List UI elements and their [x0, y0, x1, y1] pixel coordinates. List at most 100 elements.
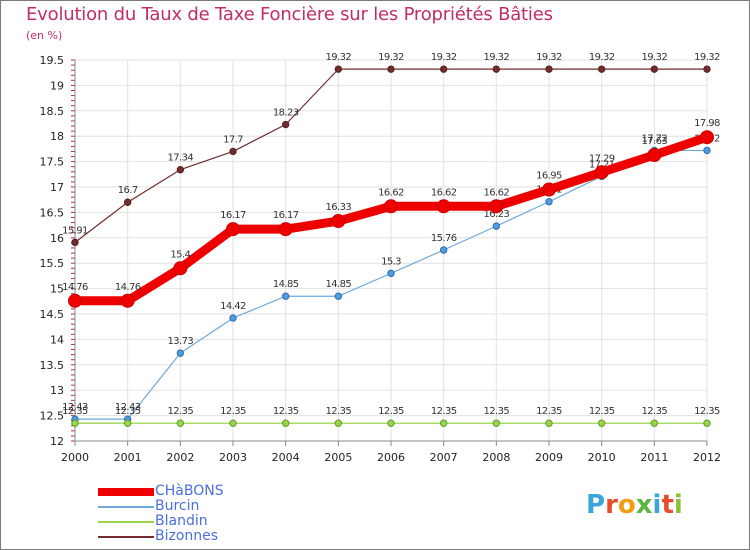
data-point-chabons — [173, 261, 188, 276]
data-label-bizonnes: 15.91 — [62, 225, 88, 236]
data-point-chabons — [384, 199, 398, 214]
data-point-burcin — [545, 198, 553, 206]
data-label-bizonnes: 18.23 — [273, 108, 299, 119]
logo-letter: P — [586, 490, 606, 520]
data-point-burcin — [176, 349, 185, 357]
data-point-blandin — [334, 419, 343, 427]
data-label-blandin: 12.35 — [642, 406, 668, 417]
legend-swatch-burcin — [98, 506, 154, 508]
legend-label-chabons: CHàBONS — [155, 483, 224, 499]
x-tick-label: 2006 — [377, 451, 405, 464]
logo-letter: i — [652, 490, 662, 520]
data-label-bizonnes: 19.32 — [484, 52, 510, 63]
logo-letter: t — [661, 490, 674, 520]
data-label-chabons: 16.17 — [220, 210, 246, 221]
data-label-chabons: 14.76 — [115, 282, 141, 293]
data-point-bizonnes — [387, 65, 395, 73]
data-label-chabons: 16.95 — [536, 171, 562, 182]
y-tick-label: 17.5 — [40, 156, 65, 169]
logo-letter: o — [617, 490, 636, 520]
data-label-burcin: 14.85 — [326, 279, 352, 290]
legend-label-bizonnes: Bizonnes — [155, 528, 219, 544]
data-point-bizonnes — [176, 166, 185, 174]
chart-title: Evolution du Taux de Taxe Foncière sur l… — [26, 4, 553, 25]
data-point-blandin — [650, 419, 659, 427]
data-point-blandin — [492, 419, 501, 427]
data-point-bizonnes — [703, 65, 711, 73]
data-point-blandin — [123, 419, 132, 427]
data-point-bizonnes — [597, 65, 606, 73]
logo-letter: x — [635, 490, 653, 520]
data-label-blandin: 12.35 — [273, 406, 299, 417]
data-label-chabons: 16.62 — [484, 187, 510, 198]
data-label-burcin: 13.73 — [168, 336, 194, 347]
x-tick-label: 2008 — [482, 451, 510, 464]
y-tick-label: 12 — [50, 435, 64, 448]
y-tick-label: 13 — [50, 384, 64, 397]
data-point-burcin — [281, 292, 290, 300]
data-label-blandin: 12.35 — [62, 406, 88, 417]
data-point-chabons — [542, 182, 556, 197]
data-label-burcin: 15.3 — [381, 256, 401, 267]
data-label-burcin: 14.42 — [220, 301, 246, 312]
data-label-burcin: 14.85 — [273, 279, 299, 290]
y-tick-label: 12.5 — [40, 410, 65, 423]
data-label-bizonnes: 19.32 — [694, 52, 720, 63]
y-tick-label: 18.5 — [40, 105, 65, 118]
data-label-blandin: 12.35 — [484, 406, 510, 417]
x-tick-label: 2001 — [114, 451, 142, 464]
y-tick-label: 16 — [50, 232, 64, 245]
data-label-burcin: 17.21 — [589, 159, 615, 170]
data-label-blandin: 12.35 — [115, 406, 141, 417]
x-tick-label: 2010 — [588, 451, 616, 464]
data-label-burcin: 12.43 — [115, 402, 141, 413]
data-point-bizonnes — [439, 65, 448, 73]
x-tick-label: 2011 — [640, 451, 668, 464]
logo-letter: i — [673, 490, 683, 520]
y-tick-label: 17 — [50, 181, 64, 194]
data-label-blandin: 12.35 — [220, 406, 246, 417]
y-tick-label: 15.5 — [40, 257, 65, 270]
data-label-bizonnes: 17.34 — [168, 153, 194, 164]
data-label-burcin: 17.72 — [642, 133, 668, 144]
proxiti-logo: Proxiti — [586, 490, 683, 520]
legend-swatch-chabons — [98, 488, 154, 496]
data-label-blandin: 12.35 — [589, 406, 615, 417]
data-point-bizonnes — [229, 147, 237, 156]
data-label-chabons: 14.76 — [62, 282, 88, 293]
data-point-chabons — [68, 293, 82, 308]
y-tick-label: 13.5 — [40, 359, 65, 372]
logo-letter: r — [605, 490, 618, 520]
data-label-bizonnes: 19.32 — [326, 52, 352, 63]
x-tick-label: 2012 — [693, 451, 721, 464]
data-point-chabons — [278, 222, 293, 237]
data-label-blandin: 12.35 — [694, 406, 720, 417]
data-point-burcin — [703, 146, 711, 155]
data-label-chabons: 16.17 — [273, 210, 299, 221]
data-label-blandin: 12.35 — [326, 406, 352, 417]
legend-swatch-bizonnes — [98, 536, 154, 538]
data-label-blandin: 12.35 — [431, 406, 457, 417]
data-point-chabons — [331, 214, 346, 229]
y-tick-label: 16.5 — [40, 206, 65, 219]
data-point-chabons — [226, 222, 240, 237]
data-point-blandin — [597, 419, 606, 427]
data-point-chabons — [120, 293, 135, 308]
data-point-bizonnes — [123, 198, 132, 206]
data-point-burcin — [334, 292, 343, 300]
y-tick-label: 19.5 — [40, 54, 65, 67]
data-label-blandin: 12.35 — [536, 406, 562, 417]
data-point-bizonnes — [71, 238, 79, 247]
data-label-bizonnes: 19.32 — [536, 52, 562, 63]
data-label-bizonnes: 19.32 — [589, 52, 615, 63]
data-point-bizonnes — [281, 120, 290, 129]
data-point-blandin — [703, 419, 711, 427]
data-label-burcin: 16.23 — [484, 209, 510, 220]
data-label-chabons: 17.29 — [589, 153, 615, 164]
data-point-blandin — [176, 419, 185, 427]
data-label-chabons: 17.63 — [642, 136, 668, 147]
data-point-chabons — [436, 199, 451, 214]
legend-swatch-blandin — [98, 521, 154, 523]
data-point-blandin — [71, 419, 79, 427]
